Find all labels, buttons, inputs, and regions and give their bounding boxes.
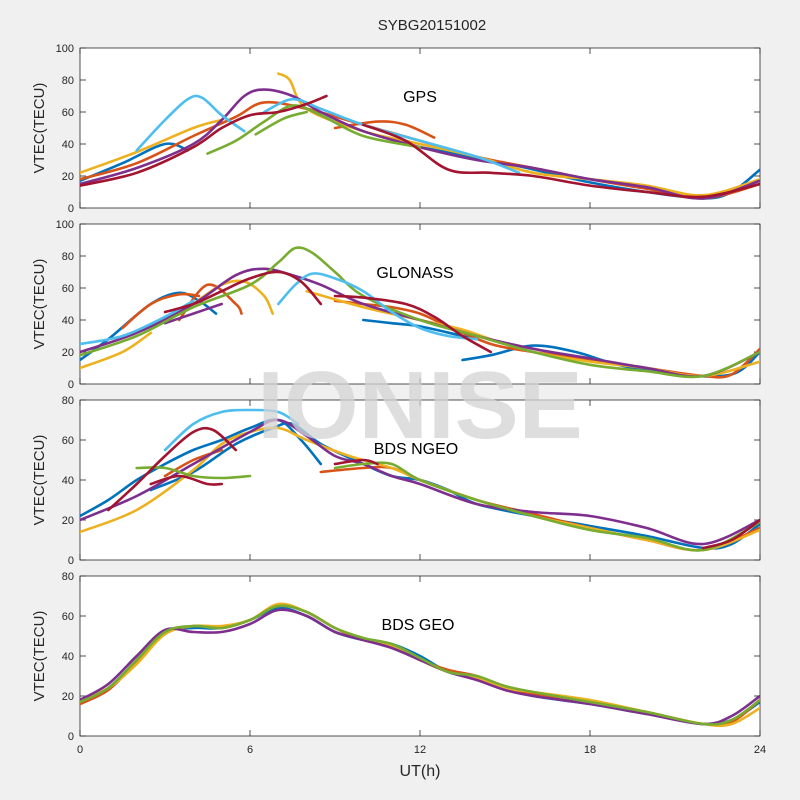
y-axis-label: VTEC(TECU) [31,83,48,174]
y-tick-label: 0 [68,555,74,567]
series-line [163,302,223,325]
y-tick-label: 0 [68,731,74,743]
series-group [80,72,760,200]
y-tick-label: 60 [62,283,74,295]
panel-1: 0 20 40 60 80 100 VTEC(TECU) GPS [31,43,761,215]
y-tick-label: 20 [62,691,74,703]
y-tick-label: 0 [68,379,74,391]
y-tick-label: 80 [62,395,74,407]
y-tick-label: 80 [62,251,74,263]
y-tick-label: 60 [62,435,74,447]
y-tick-label: 80 [62,571,74,583]
series-line [80,118,223,175]
y-tick-label: 100 [56,219,74,231]
y-tick-label: 100 [56,43,74,55]
y-tick-label: 40 [62,315,74,327]
series-line [163,270,323,314]
series-group [80,408,760,552]
y-axis-label: VTEC(TECU) [31,611,48,702]
y-tick-label: 0 [68,203,74,215]
series-line [121,292,201,330]
x-tick-label: 18 [584,744,596,756]
y-tick-label: 20 [62,515,74,527]
x-tick-label: 0 [77,744,83,756]
series-line [206,104,422,155]
y-tick-label: 40 [62,139,74,151]
panel-annotation: GPS [403,89,437,106]
x-axis-label: UT(h) [400,763,441,780]
panel-annotation: BDS GEO [382,617,455,634]
panel-annotation: BDS NGEO [374,441,458,458]
panel-2: 0 20 40 60 80 100 VTEC(TECU) GLONASS [31,219,761,391]
series-line [702,518,760,550]
panel-4: 0 20 40 60 80 0 6 12 18 24 VTEC(TECU) BDS GEO [31,571,766,756]
series-group [80,602,760,728]
plot-area [79,47,761,209]
series-line [80,88,760,200]
series-line [149,474,223,486]
series-line [107,426,238,512]
chart-title: SYBG20151002 [378,17,486,34]
x-tick-label: 6 [247,744,253,756]
y-axis-label: VTEC(TECU) [31,259,48,350]
series-line [80,418,323,518]
y-tick-label: 40 [62,475,74,487]
x-tick-label: 12 [414,744,426,756]
y-tick-label: 60 [62,107,74,119]
series-line [80,418,760,546]
series-line [80,331,153,370]
y-tick-label: 40 [62,651,74,663]
x-tick-label: 24 [754,744,766,756]
series-line [333,294,493,354]
series-group [80,246,760,379]
series-line [163,408,300,452]
y-tick-label: 20 [62,347,74,359]
series-line [362,123,760,199]
series-line [135,466,252,480]
watermark-text: IONISE [257,352,582,459]
y-axis-label: VTEC(TECU) [31,435,48,526]
y-tick-label: 20 [62,171,74,183]
panel-3: 0 20 40 60 80 VTEC(TECU) BDS NGEO [31,395,761,567]
series-line [80,267,760,378]
series-line [333,120,436,139]
series-line [135,94,246,152]
y-tick-label: 80 [62,75,74,87]
y-tick-label: 60 [62,611,74,623]
panel-annotation: GLONASS [376,265,453,282]
series-line [333,458,379,466]
series-line [333,461,760,552]
series-line [80,608,760,726]
series-line [254,110,308,136]
series-line [80,94,328,187]
series-line [80,604,760,726]
